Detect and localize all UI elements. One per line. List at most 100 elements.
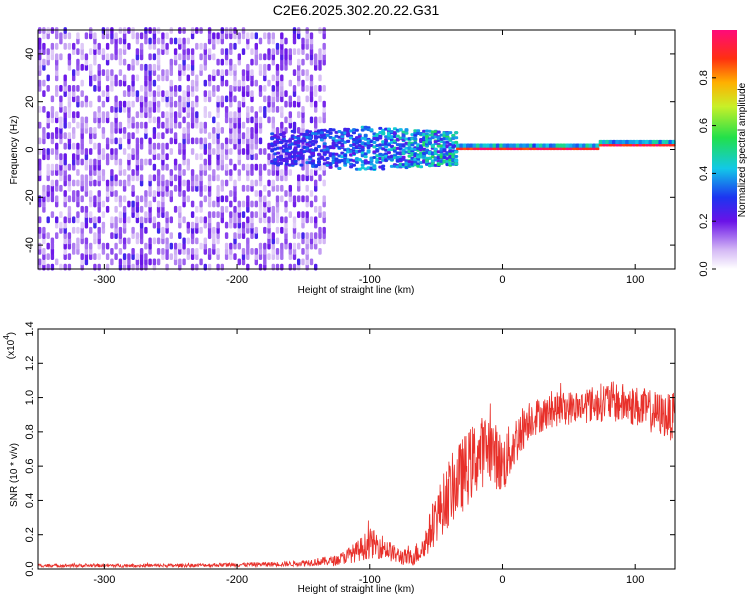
- spectrogram-cell: [114, 153, 118, 161]
- spectrogram-cell: [76, 169, 80, 176]
- spectrogram-cell: [114, 190, 118, 197]
- spectrogram-cell: [89, 100, 93, 108]
- spectrogram-cell: [363, 134, 368, 138]
- spectrogram-cell: [156, 200, 161, 208]
- spectrogram-cell: [281, 131, 286, 135]
- spectrogram-cell: [199, 258, 203, 266]
- spectrogram-cell: [241, 258, 246, 266]
- spectrogram-cell: [182, 148, 186, 155]
- spectrogram-cell: [165, 90, 169, 97]
- spectrogram-cell: [267, 106, 271, 113]
- spectrogram-cell: [535, 147, 540, 151]
- spectrogram-cell: [346, 139, 351, 143]
- spectrogram-cell: [84, 100, 89, 108]
- spectrogram-cell: [267, 190, 271, 197]
- spectrogram-cell: [186, 137, 190, 145]
- spectrogram-cell: [42, 132, 46, 140]
- spectrogram-cell: [237, 132, 241, 140]
- spectrogram-cell: [139, 100, 144, 108]
- spectrogram-cell: [89, 63, 93, 71]
- spectrogram-cell: [532, 147, 537, 151]
- y-tick-label: 0.4: [24, 493, 36, 508]
- spectrogram-cell: [469, 143, 474, 149]
- spectrogram-cell: [375, 149, 380, 153]
- spectrogram-cell: [292, 69, 297, 76]
- spectrogram-cell: [76, 142, 80, 150]
- spectrogram-cell: [199, 184, 203, 192]
- spectrogram-cell: [267, 242, 271, 250]
- spectrogram-cell: [84, 221, 89, 229]
- spectrogram-cell: [80, 179, 84, 187]
- spectrogram-cell: [271, 37, 275, 45]
- spectrogram-cell: [301, 221, 305, 229]
- spectrogram-cell: [562, 143, 567, 149]
- spectrogram-cell: [284, 48, 288, 55]
- spectrogram-cell: [410, 143, 415, 147]
- spectrogram-cell: [101, 248, 106, 255]
- spectrogram-cell: [237, 158, 241, 166]
- y-tick-label: 1.4: [24, 321, 36, 336]
- spectrogram-cell: [241, 221, 246, 229]
- spectrogram-cell: [182, 137, 186, 145]
- spectrogram-cell: [635, 139, 640, 145]
- spectrogram-cell: [334, 152, 339, 156]
- spectrogram-cell: [250, 179, 254, 187]
- spectrogram-cell: [301, 58, 305, 66]
- spectrogram-cell: [72, 179, 76, 187]
- spectrogram-cell: [275, 211, 280, 218]
- spectrogram-cell: [67, 85, 72, 92]
- spectrogram-cell: [263, 85, 267, 92]
- spectrogram-cell: [165, 184, 169, 192]
- spectrogram-cell: [195, 253, 199, 260]
- spectrogram-cell: [207, 184, 212, 192]
- spectrogram-cell: [127, 137, 131, 145]
- spectrogram-cell: [63, 169, 67, 176]
- spectrogram-cell: [144, 74, 148, 82]
- spectrogram-cell: [482, 143, 487, 149]
- spectrogram-cell: [63, 74, 67, 82]
- spectrogram-cell: [97, 142, 101, 150]
- spectrogram-cell: [273, 143, 278, 147]
- spectrogram-cell: [178, 211, 182, 218]
- spectrogram-cell: [190, 32, 195, 40]
- spectrogram-cell: [84, 179, 89, 187]
- spectrogram-cell: [309, 42, 314, 50]
- spectrogram-cell: [161, 69, 165, 76]
- spectrogram-cell: [309, 116, 314, 124]
- spectrogram-cell: [254, 48, 258, 55]
- spectrogram-cell: [139, 48, 144, 55]
- spectrogram-cell: [229, 121, 233, 129]
- spectrogram-cell: [186, 253, 190, 260]
- spectrogram-cell: [169, 195, 173, 203]
- spectrogram-cell: [288, 169, 292, 176]
- y-tick-label: 0.2: [24, 527, 36, 542]
- spectrogram-cell: [246, 142, 250, 150]
- spectrogram-cell: [254, 253, 258, 260]
- spectrogram-cell: [346, 147, 351, 151]
- spectrogram-cell: [246, 200, 250, 208]
- spectrogram-cell: [97, 174, 101, 182]
- spectrogram-cell: [292, 232, 297, 239]
- spectrogram-cell: [59, 221, 63, 229]
- spectrogram-cell: [84, 53, 89, 61]
- spectrogram-cell: [63, 253, 67, 260]
- spectrogram-cell: [89, 137, 93, 145]
- spectrogram-cell: [308, 137, 313, 141]
- spectrogram-cell: [46, 148, 50, 155]
- spectrogram-cell: [84, 258, 89, 266]
- spectrogram-cell: [42, 195, 46, 203]
- spectrogram-cell: [250, 232, 254, 239]
- spectrogram-cell: [270, 149, 275, 153]
- spectrogram-cell: [135, 111, 140, 119]
- spectrogram-cell: [131, 232, 135, 239]
- spectrogram-cell: [161, 42, 165, 50]
- spectrogram-cell: [148, 148, 152, 155]
- spectrogram-cell: [301, 116, 305, 124]
- spectrogram-cell: [114, 158, 118, 166]
- spectrogram-cell: [430, 162, 435, 166]
- spectrogram-cell: [76, 226, 80, 234]
- spectrogram-cell: [340, 139, 345, 142]
- spectrogram-cell: [55, 85, 59, 92]
- spectrogram-cell: [284, 90, 288, 97]
